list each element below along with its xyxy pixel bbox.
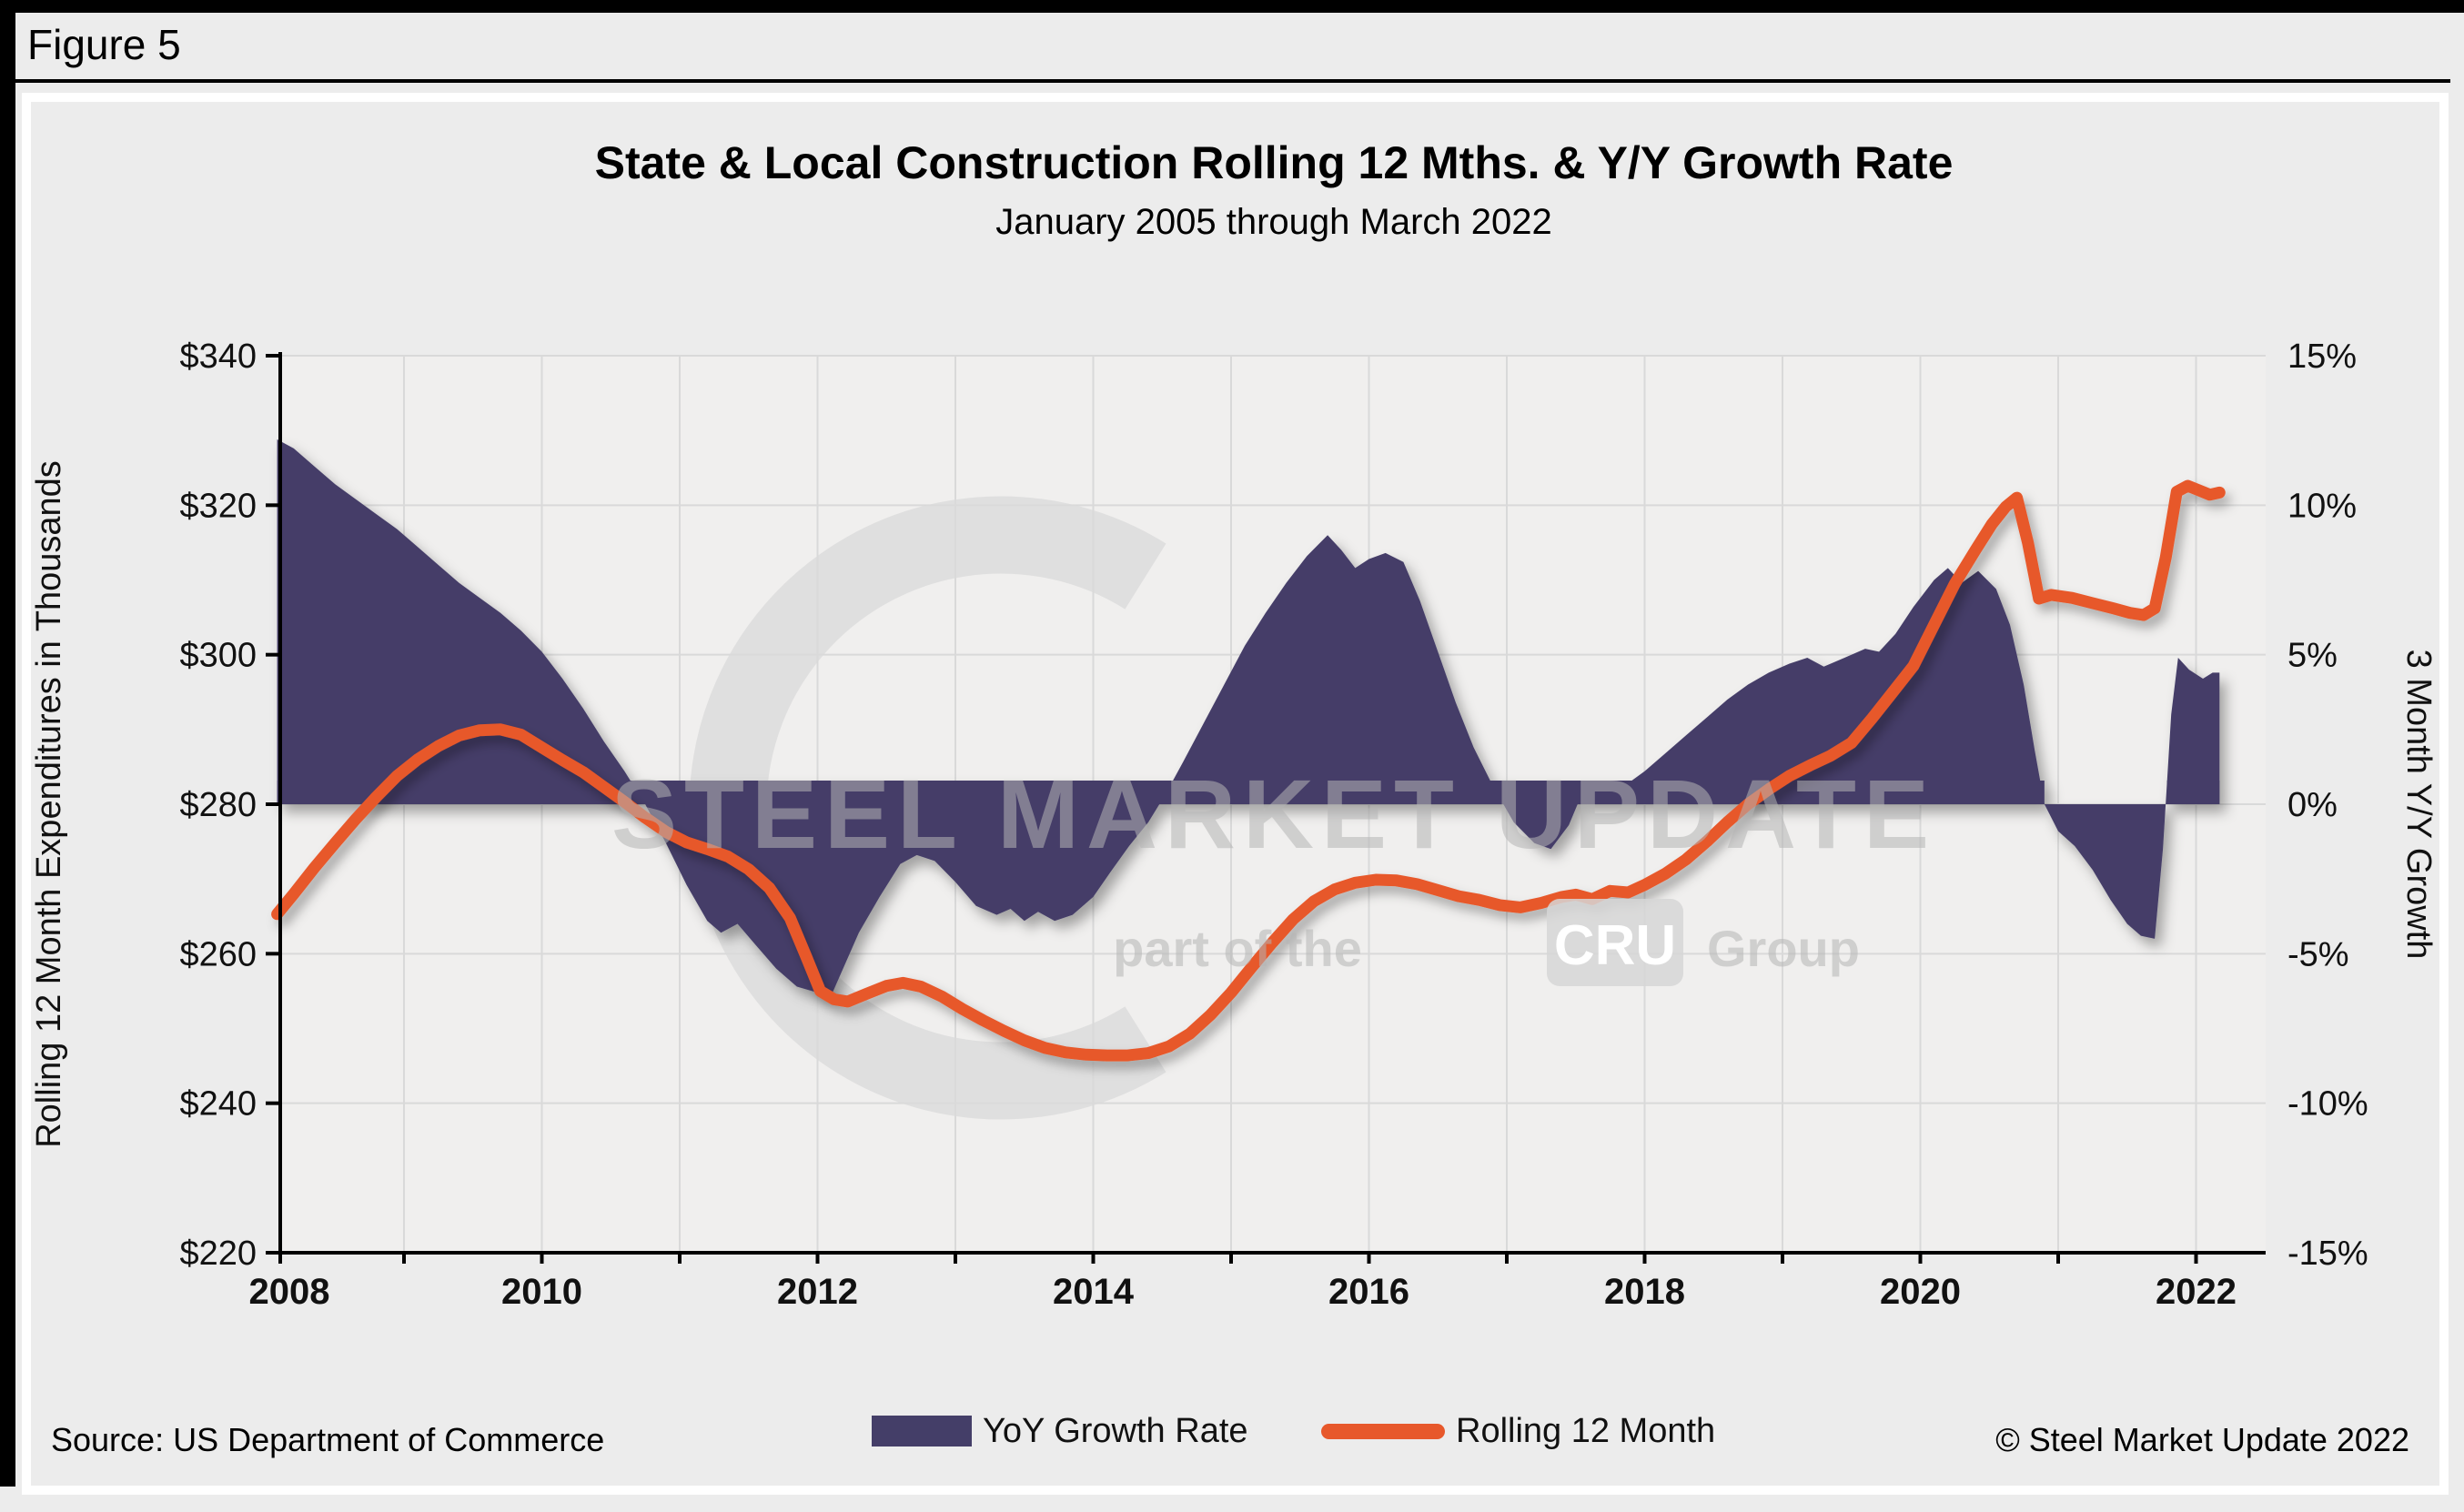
svg-text:$240: $240 bbox=[179, 1085, 257, 1124]
svg-text:2010: 2010 bbox=[501, 1272, 582, 1312]
svg-text:Group: Group bbox=[1707, 920, 1860, 977]
svg-text:2008: 2008 bbox=[249, 1272, 330, 1312]
header-divider bbox=[15, 79, 2450, 83]
chart-legend: YoY Growth Rate Rolling 12 Month bbox=[0, 1408, 2464, 1459]
svg-text:-15%: -15% bbox=[2287, 1235, 2368, 1273]
legend-label: Rolling 12 Month bbox=[1456, 1412, 1716, 1450]
left-axis-title: Rolling 12 Month Expenditures in Thousan… bbox=[30, 460, 68, 1148]
axes bbox=[266, 352, 2266, 1264]
svg-text:part of the: part of the bbox=[1113, 920, 1362, 977]
left-axis-tick-labels: $220 $240 $260 $280 $300 $320 $340 bbox=[179, 338, 257, 1273]
svg-text:15%: 15% bbox=[2287, 338, 2357, 376]
svg-text:STEEL MARKET UPDATE: STEEL MARKET UPDATE bbox=[611, 759, 1936, 869]
rolling-12-month-line-swatch-icon bbox=[1321, 1424, 1445, 1439]
svg-text:$280: $280 bbox=[179, 786, 257, 824]
yoy-area-swatch-icon bbox=[872, 1416, 972, 1446]
svg-text:$300: $300 bbox=[179, 637, 257, 675]
svg-text:2022: 2022 bbox=[2156, 1272, 2237, 1312]
svg-text:2012: 2012 bbox=[777, 1272, 858, 1312]
svg-text:2014: 2014 bbox=[1053, 1272, 1135, 1312]
copyright-note: © Steel Market Update 2022 bbox=[1995, 1421, 2409, 1458]
svg-text:0%: 0% bbox=[2287, 786, 2338, 824]
legend-label: YoY Growth Rate bbox=[983, 1412, 1248, 1450]
svg-text:2016: 2016 bbox=[1328, 1272, 1409, 1312]
right-axis-title: 3 Month Y/Y Growth bbox=[2399, 650, 2438, 960]
steel-market-update-watermark: STEEL MARKET UPDATE part of the CRU Group bbox=[611, 759, 1936, 986]
figure-label: Figure 5 bbox=[27, 21, 181, 68]
chart-subtitle: January 2005 through March 2022 bbox=[995, 202, 1552, 242]
svg-text:CRU: CRU bbox=[1554, 914, 1676, 977]
rolling-12-month-line-series bbox=[271, 479, 2226, 1062]
zero-growth-band bbox=[2166, 781, 2220, 804]
svg-text:10%: 10% bbox=[2287, 487, 2357, 525]
window-top-border bbox=[0, 0, 2464, 13]
window-left-border bbox=[0, 0, 15, 1487]
svg-text:2018: 2018 bbox=[1604, 1272, 1685, 1312]
svg-text:-10%: -10% bbox=[2287, 1085, 2368, 1124]
svg-text:-5%: -5% bbox=[2287, 935, 2349, 973]
cru-logo-box-icon bbox=[1547, 899, 1683, 986]
svg-text:$340: $340 bbox=[179, 338, 257, 376]
svg-text:5%: 5% bbox=[2287, 637, 2338, 675]
svg-text:$220: $220 bbox=[179, 1235, 257, 1273]
right-axis-tick-labels: -15% -10% -5% 0% 5% 10% 15% bbox=[2287, 338, 2368, 1273]
svg-text:$260: $260 bbox=[179, 935, 257, 973]
x-axis-tick-labels: 2008 2010 2012 2014 2016 2018 2020 2022 bbox=[249, 1272, 2237, 1312]
source-note: Source: US Department of Commerce bbox=[51, 1421, 605, 1458]
svg-text:$320: $320 bbox=[179, 487, 257, 525]
chart-title: State & Local Construction Rolling 12 Mt… bbox=[594, 137, 1954, 188]
chart-frame bbox=[22, 93, 2449, 1495]
svg-text:2020: 2020 bbox=[1880, 1272, 1961, 1312]
yoy-growth-area-series bbox=[277, 439, 2220, 996]
